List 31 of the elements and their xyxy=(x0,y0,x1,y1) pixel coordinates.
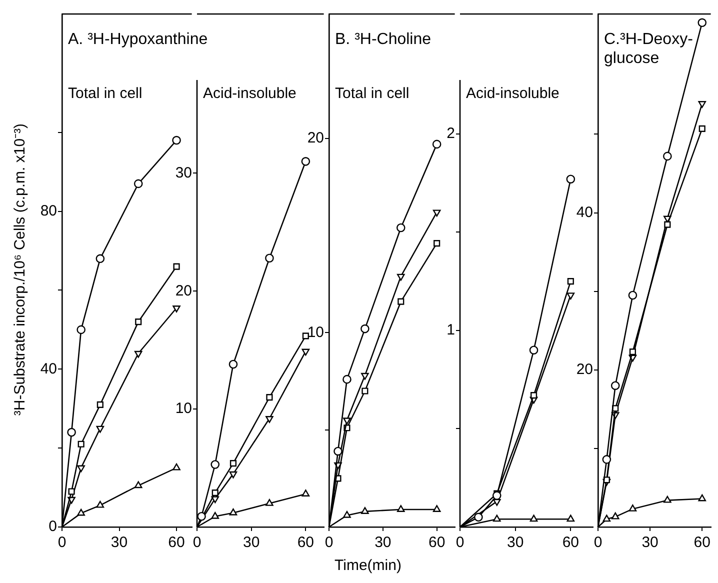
x-tick-label: 30 xyxy=(110,534,128,552)
text: Total in cell xyxy=(68,84,142,103)
y-tick-label: 40 xyxy=(576,204,593,221)
y-tick-label: 20 xyxy=(175,282,192,300)
y-tick-label: 2 xyxy=(446,125,455,142)
x-tick-label: 60 xyxy=(168,534,185,552)
x-tick-label: 30 xyxy=(374,534,392,552)
y-axis-title: ³H-Substrate incorp./10⁶ Cells (c.p.m. x10⁻³) xyxy=(10,122,30,418)
text: A. ³H-Hypoxanthine xyxy=(68,30,208,49)
y-tick-label: 30 xyxy=(175,164,192,182)
x-axis-title: Time(min) xyxy=(334,556,402,575)
x-tick-label: 60 xyxy=(562,534,580,552)
x-tick-label: 30 xyxy=(243,534,260,552)
text: B. ³H-Choline xyxy=(335,30,432,49)
x-tick-label: 30 xyxy=(506,534,524,552)
y-tick-label: 10 xyxy=(175,400,192,418)
y-tick-label: 20 xyxy=(576,361,593,378)
x-tick-label: 30 xyxy=(642,534,658,552)
text: Acid-insoluble xyxy=(203,84,296,103)
text: Acid-insoluble xyxy=(466,84,560,103)
x-tick-label: 60 xyxy=(694,534,710,552)
x-tick-label: 60 xyxy=(428,534,446,552)
y-tick-label: 40 xyxy=(40,360,57,378)
x-tick-label: 60 xyxy=(297,534,314,552)
y-tick-label: 10 xyxy=(307,324,324,341)
y-tick-label: 80 xyxy=(40,202,57,220)
y-tick-label: 1 xyxy=(446,322,455,339)
y-tick-label: 20 xyxy=(307,130,324,147)
y-tick-label: 0 xyxy=(48,518,57,536)
text: C.³H-Deoxy-glucose xyxy=(604,30,694,68)
text: Total in cell xyxy=(335,84,410,103)
